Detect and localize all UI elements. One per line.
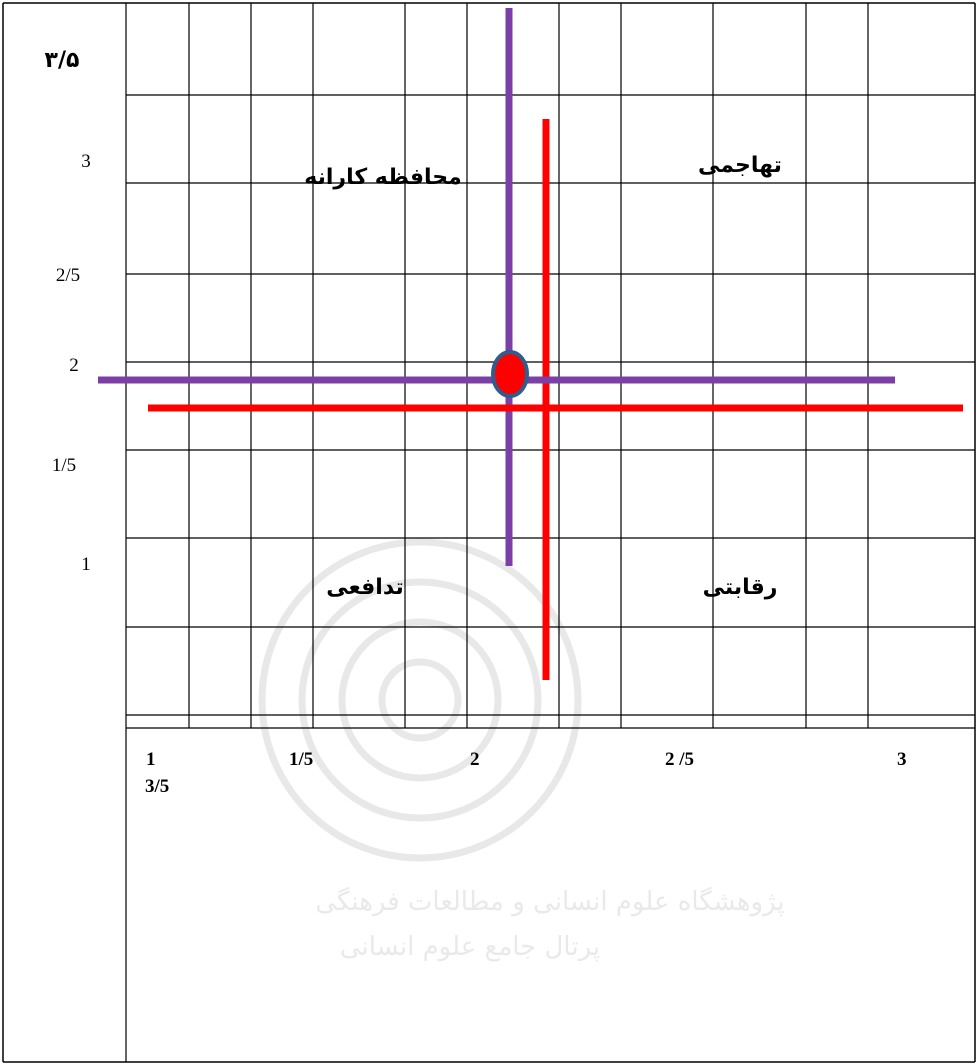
x-tick-label: 1/5 — [289, 749, 313, 770]
watermark-line-2: پرتال جامع علوم انسانی — [340, 932, 600, 962]
quadrant-labels: محافظه کارانه تهاجمی تدافعی رقابتی — [304, 153, 782, 600]
watermark-line-1: پژوهشگاه علوم انسانی و مطالعات فرهنگی — [315, 886, 784, 917]
y-tick-label: 1 — [81, 554, 91, 575]
quadrant-label-conservative: محافظه کارانه — [304, 165, 461, 190]
y-tick-label: ۳/۵ — [45, 48, 80, 73]
y-tick-label: 3 — [81, 151, 91, 172]
y-tick-label: 2 — [69, 355, 79, 376]
x-axis-labels: 1 3/5 1/5 2 2 /5 3 — [145, 749, 907, 797]
x-tick-label: 3 — [897, 749, 907, 770]
x-tick-label: 2 — [470, 749, 480, 770]
x-tick-label: 3/5 — [145, 776, 169, 797]
y-axis-labels: ۳/۵ 3 2/5 2 1/5 1 — [45, 48, 91, 575]
quadrant-label-competitive: رقابتی — [703, 575, 778, 600]
y-tick-label: 1/5 — [52, 455, 76, 476]
rosette-logo — [258, 538, 582, 862]
watermark: پژوهشگاه علوم انسانی و مطالعات فرهنگی پر… — [258, 538, 785, 962]
y-tick-label: 2/5 — [56, 265, 80, 286]
x-tick-label: 2 /5 — [665, 749, 694, 770]
quadrant-label-aggressive: تهاجمی — [698, 153, 782, 178]
x-tick-label: 1 — [146, 749, 156, 770]
quadrant-label-defensive: تدافعی — [326, 575, 404, 600]
intersection-point — [491, 350, 529, 398]
crosshair-lines — [98, 8, 963, 680]
